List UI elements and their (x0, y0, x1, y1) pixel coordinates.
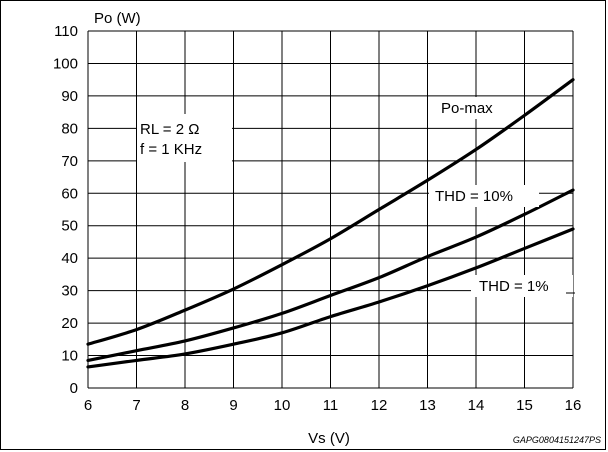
y-tick-label: 20 (61, 315, 78, 332)
y-tick-label: 80 (61, 120, 78, 137)
label-thd-1: THD = 1% (479, 278, 549, 295)
y-tick-label: 40 (61, 250, 78, 267)
x-tick-label: 14 (468, 397, 485, 414)
series-lines (86, 78, 575, 369)
y-tick-label: 30 (61, 283, 78, 300)
x-tick-label: 6 (84, 397, 92, 414)
x-tick-label: 9 (229, 397, 237, 414)
y-tick-label: 110 (54, 23, 78, 40)
y-tick-label: 60 (61, 185, 78, 202)
series-po-max (86, 78, 575, 346)
y-tick-label: 0 (70, 380, 78, 397)
x-tick-label: 15 (516, 397, 533, 414)
grid-lines (87, 30, 574, 389)
label-po-max: Po-max (441, 100, 493, 117)
y-tick-label: 100 (53, 55, 78, 72)
x-tick-label: 16 (565, 397, 582, 414)
x-tick-label: 7 (132, 397, 140, 414)
y-axis-title: Po (W) (94, 10, 141, 27)
x-tick-label: 11 (323, 397, 339, 414)
condition-frequency: f = 1 KHz (140, 141, 202, 158)
x-tick-label: 8 (181, 397, 189, 414)
y-tick-label: 50 (61, 218, 78, 235)
y-tick-label: 70 (61, 153, 78, 170)
series-thd-1 (86, 227, 575, 369)
conditions-block: RL = 2 Ω f = 1 KHz (137, 114, 232, 162)
x-tick-label: 12 (371, 397, 388, 414)
y-tick-label: 90 (61, 88, 78, 105)
x-tick-label: 13 (419, 397, 436, 414)
x-tick-labels: 6 7 8 9 10 11 12 13 14 15 16 (84, 397, 582, 414)
label-thd-10: THD = 10% (435, 188, 513, 205)
series-thd-10 (86, 188, 575, 363)
figure-code: GAPG0804151247PS (513, 435, 601, 445)
x-tick-label: 10 (274, 397, 291, 414)
y-tick-labels: 0 10 20 30 40 50 60 70 80 90 100 110 (53, 23, 78, 397)
condition-load: RL = 2 Ω (140, 121, 199, 138)
y-tick-label: 10 (61, 348, 78, 365)
x-axis-title: Vs (V) (308, 430, 350, 447)
series-labels: Po-max THD = 10% THD = 1% (429, 97, 575, 297)
